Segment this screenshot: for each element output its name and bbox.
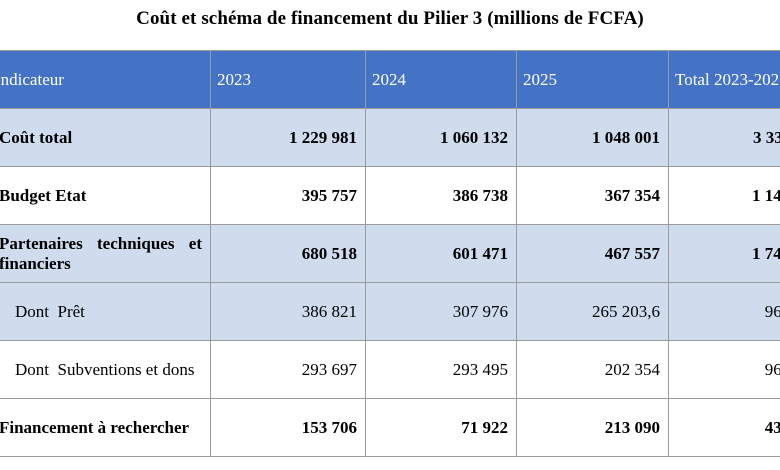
cell-value: 1 749 546 (668, 224, 780, 283)
cell-value: 1 229 981 (210, 108, 366, 167)
cell-value: 293 495 (365, 340, 517, 399)
header-indicateur: Indicateur (0, 50, 211, 109)
row-label-cout-total: Coût total (0, 108, 211, 167)
row-label-dont-subventions: Dont Subventions et dons (0, 340, 211, 399)
cell-value: 395 757 (210, 166, 366, 225)
cell-value: 213 090 (516, 398, 669, 457)
label-word: et (188, 233, 202, 253)
table-row: Partenaires techniques et financiers 680… (0, 224, 780, 283)
cell-value: 293 697 (210, 340, 366, 399)
label-word: Partenaires (0, 233, 83, 253)
cell-value: 307 976 (365, 282, 517, 341)
cell-value: 960 000 (668, 282, 780, 341)
cell-value: 367 354 (516, 166, 669, 225)
cell-value: 265 203,6 (516, 282, 669, 341)
table-row: Dont Subventions et dons 293 697 293 495… (0, 340, 780, 399)
row-label-financement-rechercher: Financement à rechercher (0, 398, 211, 457)
cell-value: 601 471 (365, 224, 517, 283)
cell-value: 680 518 (210, 224, 366, 283)
table-row: Financement à rechercher 153 706 71 922 … (0, 398, 780, 457)
row-label-partenaires: Partenaires techniques et financiers (0, 224, 211, 283)
row-label-dont-pret: Dont Prêt (0, 282, 211, 341)
table-title: Coût et schéma de financement du Pilier … (136, 8, 644, 29)
header-2023: 2023 (210, 50, 366, 109)
row-label-budget-etat: Budget Etat (0, 166, 211, 225)
table-header-row: Indicateur 2023 2024 2025 Total 2023-202… (0, 50, 780, 109)
cell-value: 202 354 (516, 340, 669, 399)
financing-table: Indicateur 2023 2024 2025 Total 2023-202… (0, 50, 780, 457)
table-row: Budget Etat 395 757 386 738 367 354 1 14… (0, 166, 780, 225)
cell-value: 386 821 (210, 282, 366, 341)
cell-value: 1 149 849 (668, 166, 780, 225)
cell-value: 153 706 (210, 398, 366, 457)
label-line-2: financiers (0, 253, 71, 273)
label-word: techniques (97, 233, 175, 253)
table-row: Coût total 1 229 981 1 060 132 1 048 001… (0, 108, 780, 167)
cell-value: 961 546 (668, 340, 780, 399)
header-total: Total 2023-2025 (668, 50, 780, 109)
header-2024: 2024 (365, 50, 517, 109)
table-row: Dont Prêt 386 821 307 976 265 203,6 960 … (0, 282, 780, 341)
cell-value: 1 048 001 (516, 108, 669, 167)
cell-value: 386 738 (365, 166, 517, 225)
cell-value: 71 922 (365, 398, 517, 457)
cell-value: 438 718 (668, 398, 780, 457)
cell-value: 3 338 114 (668, 108, 780, 167)
header-2025: 2025 (516, 50, 669, 109)
cell-value: 1 060 132 (365, 108, 517, 167)
label-line-1: Partenaires techniques et (0, 234, 202, 254)
cell-value: 467 557 (516, 224, 669, 283)
